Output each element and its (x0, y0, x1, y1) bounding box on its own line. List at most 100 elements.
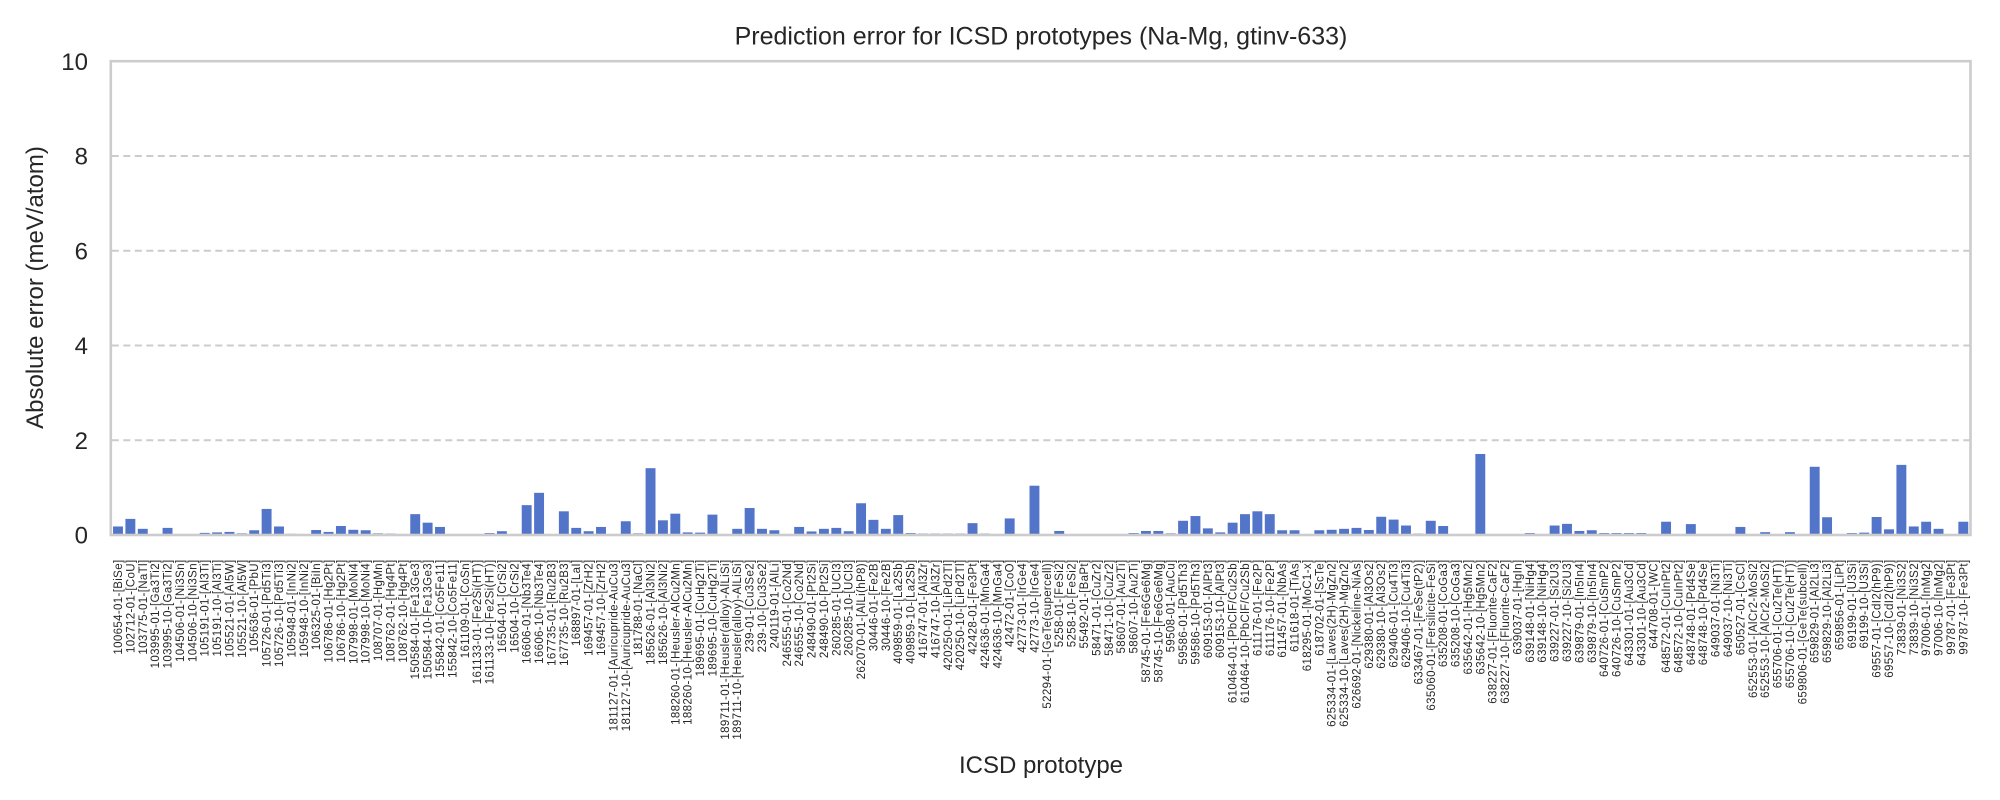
svg-text:262070-01-[AlLi(hP8)]: 262070-01-[AlLi(hP8)] (856, 560, 868, 680)
svg-text:189695-01-[CuHg2Ti]: 189695-01-[CuHg2Ti] (695, 560, 707, 677)
svg-text:635642-10-[Hg5Mn2]: 635642-10-[Hg5Mn2] (1475, 560, 1487, 675)
svg-text:73839-01-[Ni3S2]: 73839-01-[Ni3S2] (1896, 560, 1908, 656)
svg-text:610464-01-[PbClF/Cu2Sb]: 610464-01-[PbClF/Cu2Sb] (1228, 560, 1240, 704)
svg-text:69557-01-[CdI2(hP9)]: 69557-01-[CdI2(hP9)] (1872, 560, 1884, 678)
svg-text:106786-10-[Hg2Pt]: 106786-10-[Hg2Pt] (336, 560, 348, 663)
svg-text:16606-01-[Nb3Te4]: 16606-01-[Nb3Te4] (522, 560, 534, 664)
svg-text:246555-01-[Co2Nd]: 246555-01-[Co2Nd] (782, 560, 794, 667)
svg-text:188260-01-[Heusler-AlCu2Mn]: 188260-01-[Heusler-AlCu2Mn] (670, 560, 682, 725)
svg-text:652553-01-[AlCr2-MoSi2]: 652553-01-[AlCr2-MoSi2] (1748, 560, 1760, 698)
svg-text:42773-10-[IrGe4]: 42773-10-[IrGe4] (1029, 560, 1041, 653)
svg-text:155842-01-[Co5Fe11]: 155842-01-[Co5Fe11] (435, 560, 447, 678)
svg-text:30446-10-[Fe2B]: 30446-10-[Fe2B] (881, 560, 893, 652)
svg-text:639227-01-[Si2U3]: 639227-01-[Si2U3] (1550, 560, 1562, 663)
svg-text:609153-10-[AlPt3]: 609153-10-[AlPt3] (1215, 560, 1227, 659)
svg-text:424636-10-[MnGa4]: 424636-10-[MnGa4] (992, 560, 1004, 669)
svg-text:659806-01-[GeTe(subcell)]: 659806-01-[GeTe(subcell)] (1797, 560, 1809, 705)
svg-text:659829-10-[Al2Li3]: 659829-10-[Al2Li3] (1822, 560, 1834, 663)
svg-text:648572-10-[CuInPt2]: 648572-10-[CuInPt2] (1673, 560, 1685, 673)
svg-text:260285-01-[UCl3]: 260285-01-[UCl3] (831, 560, 843, 656)
svg-text:611457-01-[NbAs]: 611457-01-[NbAs] (1277, 560, 1289, 658)
svg-text:42472-01-[CoO]: 42472-01-[CoO] (1005, 560, 1017, 647)
svg-text:5258-01-[FeSi2]: 5258-01-[FeSi2] (1054, 560, 1066, 648)
svg-text:69557-10-[CdI2(hP9)]: 69557-10-[CdI2(hP9)] (1884, 560, 1896, 678)
svg-text:655706-10-[Cu2Te(HT)]: 655706-10-[Cu2Te(HT)] (1785, 560, 1797, 689)
svg-text:97006-10-[InMg2]: 97006-10-[InMg2] (1934, 560, 1946, 656)
svg-text:104506-10-[Ni3Sn]: 104506-10-[Ni3Sn] (187, 560, 199, 663)
svg-text:189711-01-[Heusler(alloy)-AlLi: 189711-01-[Heusler(alloy)-AlLiSi] (720, 560, 732, 740)
svg-text:246555-10-[Co2Nd]: 246555-10-[Co2Nd] (794, 560, 806, 667)
svg-text:635642-01-[Hg5Mn2]: 635642-01-[Hg5Mn2] (1463, 560, 1475, 675)
svg-text:16606-10-[Nb3Te4]: 16606-10-[Nb3Te4] (534, 560, 546, 664)
svg-text:4: 4 (75, 333, 88, 360)
svg-text:189711-10-[Heusler(alloy)-AlLi: 189711-10-[Heusler(alloy)-AlLiSi] (732, 560, 744, 740)
svg-text:58471-01-[CuZr2]: 58471-01-[CuZr2] (1091, 560, 1103, 656)
svg-text:659829-01-[Al2Li3]: 659829-01-[Al2Li3] (1810, 560, 1822, 663)
svg-text:625334-10-[Laves(2H)-MgZn2]: 625334-10-[Laves(2H)-MgZn2] (1339, 560, 1351, 727)
svg-text:97006-01-[InMg2]: 97006-01-[InMg2] (1921, 560, 1933, 656)
svg-text:167735-01-[Ru2B3]: 167735-01-[Ru2B3] (546, 560, 558, 666)
svg-text:644708-01-[WC]: 644708-01-[WC] (1649, 560, 1661, 649)
svg-text:59508-01-[AuCu]: 59508-01-[AuCu] (1166, 560, 1178, 653)
svg-text:648748-01-[Pd4Se]: 648748-01-[Pd4Se] (1686, 560, 1698, 666)
svg-text:106325-01-[BiIn]: 106325-01-[BiIn] (311, 560, 323, 651)
svg-text:649037-10-[Ni3Ti]: 649037-10-[Ni3Ti] (1723, 560, 1735, 658)
svg-text:640726-10-[CuSmP2]: 640726-10-[CuSmP2] (1612, 560, 1624, 678)
svg-text:52294-01-[GeTe(supercell)]: 52294-01-[GeTe(supercell)] (1042, 560, 1054, 709)
svg-text:Absolute error (meV/atom): Absolute error (meV/atom) (22, 146, 49, 429)
svg-text:107998-10-[MoNi4]: 107998-10-[MoNi4] (361, 560, 373, 664)
svg-text:106786-01-[Hg2Pt]: 106786-01-[Hg2Pt] (324, 560, 336, 663)
svg-text:639879-10-[In5In4]: 639879-10-[In5In4] (1587, 560, 1599, 664)
svg-text:635208-01-[CoGa3]: 635208-01-[CoGa3] (1438, 560, 1450, 668)
svg-text:105191-01-[Al3Ti]: 105191-01-[Al3Ti] (200, 560, 212, 657)
svg-text:639148-10-[NiHg4]: 639148-10-[NiHg4] (1537, 560, 1549, 663)
svg-text:105521-10-[Al5W]: 105521-10-[Al5W] (237, 560, 249, 658)
svg-text:185626-01-[Al3Ni2]: 185626-01-[Al3Ni2] (646, 560, 658, 665)
svg-text:618702-01-[ScTe]: 618702-01-[ScTe] (1314, 560, 1326, 656)
svg-text:189695-10-[CuHg2Ti]: 189695-10-[CuHg2Ti] (707, 560, 719, 677)
svg-text:58607-10-[Au2Ti]: 58607-10-[Au2Ti] (1129, 560, 1141, 654)
svg-text:626692-01-[Nickeline-NiAs]: 626692-01-[Nickeline-NiAs] (1351, 560, 1363, 709)
svg-text:58471-10-[CuZr2]: 58471-10-[CuZr2] (1104, 560, 1116, 656)
svg-text:639037-01-[HgIn]: 639037-01-[HgIn] (1512, 560, 1524, 655)
svg-text:629380-01-[Al3Os2]: 629380-01-[Al3Os2] (1364, 560, 1376, 669)
svg-text:169457-01-[ZrH2]: 169457-01-[ZrH2] (584, 560, 596, 656)
svg-text:59586-10-[Pd5Th3]: 59586-10-[Pd5Th3] (1190, 560, 1202, 665)
svg-text:161133-01-[Fe2Si(HT)]: 161133-01-[Fe2Si(HT)] (472, 560, 484, 685)
svg-text:155842-10-[Co5Fe11]: 155842-10-[Co5Fe11] (447, 560, 459, 678)
svg-text:167735-10-[Ru2B3]: 167735-10-[Ru2B3] (559, 560, 571, 666)
svg-text:42773-01-[IrGe4]: 42773-01-[IrGe4] (1017, 560, 1029, 653)
svg-text:420250-10-[LiPd2Tl]: 420250-10-[LiPd2Tl] (955, 560, 967, 671)
svg-text:30446-01-[Fe2B]: 30446-01-[Fe2B] (868, 560, 880, 652)
svg-text:102712-01-[CoU]: 102712-01-[CoU] (125, 560, 137, 653)
svg-text:416747-01-[Al3Zr]: 416747-01-[Al3Zr] (918, 560, 930, 659)
svg-text:260285-10-[UCl3]: 260285-10-[UCl3] (844, 560, 856, 656)
svg-text:69199-01-[U3Si]: 69199-01-[U3Si] (1847, 560, 1859, 649)
svg-text:629406-10-[Cu4Ti3]: 629406-10-[Cu4Ti3] (1401, 560, 1413, 668)
svg-text:638227-10-[Fluorite-CaF2]: 638227-10-[Fluorite-CaF2] (1500, 560, 1512, 704)
svg-text:104506-01-[Ni3Sn]: 104506-01-[Ni3Sn] (175, 560, 187, 663)
svg-text:420250-01-[LiPd2Tl]: 420250-01-[LiPd2Tl] (943, 560, 955, 671)
svg-text:150584-10-[Fe13Ge3]: 150584-10-[Fe13Ge3] (423, 560, 435, 680)
svg-text:108762-10-[Hg4Pt]: 108762-10-[Hg4Pt] (398, 560, 410, 663)
svg-text:73839-10-[Ni3S2]: 73839-10-[Ni3S2] (1909, 560, 1921, 656)
svg-text:181127-01-[Auricupride-AuCu3]: 181127-01-[Auricupride-AuCu3] (608, 560, 620, 732)
svg-text:161133-10-[Fe2Si(HT)]: 161133-10-[Fe2Si(HT)] (485, 560, 497, 685)
svg-text:659856-01-[LiPt]: 659856-01-[LiPt] (1834, 560, 1846, 651)
svg-text:416747-10-[Al3Zr]: 416747-10-[Al3Zr] (930, 560, 942, 659)
svg-text:655706-01-[Cu2Te(HT)]: 655706-01-[Cu2Te(HT)] (1773, 560, 1785, 689)
svg-text:181788-01-[NaCl]: 181788-01-[NaCl] (633, 560, 645, 656)
svg-text:108707-01-[HgMn]: 108707-01-[HgMn] (373, 560, 385, 662)
svg-text:107998-01-[MoNi4]: 107998-01-[MoNi4] (348, 560, 360, 664)
svg-text:150584-01-[Fe13Ge3]: 150584-01-[Fe13Ge3] (410, 560, 422, 680)
svg-text:240119-01-[AlLi]: 240119-01-[AlLi] (769, 560, 781, 649)
svg-text:648572-01-[CuInPt2]: 648572-01-[CuInPt2] (1661, 560, 1673, 673)
svg-text:59586-01-[Pd5Th3]: 59586-01-[Pd5Th3] (1178, 560, 1190, 665)
svg-text:625334-01-[Laves(2H)-MgZn2]: 625334-01-[Laves(2H)-MgZn2] (1327, 560, 1339, 727)
svg-text:108762-01-[Hg4Pt]: 108762-01-[Hg4Pt] (385, 560, 397, 663)
svg-text:99787-01-[Fe3Pt]: 99787-01-[Fe3Pt] (1946, 560, 1958, 655)
svg-text:58745-01-[Fe6Ge6Mg]: 58745-01-[Fe6Ge6Mg] (1141, 560, 1153, 683)
svg-text:Prediction error for ICSD prot: Prediction error for ICSD prototypes (Na… (735, 23, 1348, 51)
svg-text:611176-10-[Fe2P]: 611176-10-[Fe2P] (1265, 560, 1277, 657)
svg-text:42428-01-[Fe3Pt]: 42428-01-[Fe3Pt] (968, 560, 980, 655)
